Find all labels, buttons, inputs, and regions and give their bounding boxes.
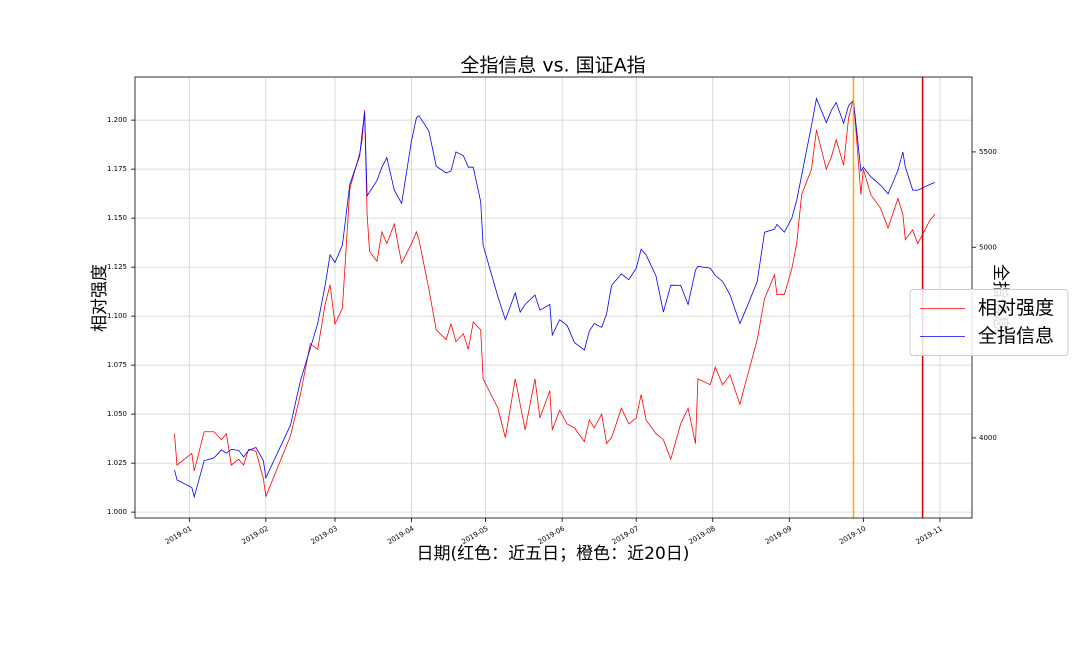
x-tick-label: 2019-07: [611, 525, 640, 547]
y-tick-label: 1.050: [107, 410, 127, 418]
legend-label: 相对强度: [978, 297, 1054, 319]
y-tick-label: 1.075: [107, 361, 127, 369]
x-tick-label: 2019-03: [310, 525, 339, 547]
chart-title: 全指信息 vs. 国证A指: [460, 55, 645, 77]
y-tick-label: 1.150: [107, 214, 127, 222]
y-tick-label: 1.175: [107, 165, 127, 173]
y-axis-label: 相对强度: [90, 264, 110, 332]
y-tick-label: 1.200: [107, 116, 127, 124]
x-tick-label: 2019-09: [764, 525, 793, 547]
line-series: [174, 98, 936, 498]
x-tick-label: 2019-06: [537, 524, 567, 546]
y2-tick-label: 5000: [979, 243, 997, 251]
y-tick-label: 1.000: [107, 508, 127, 516]
line-series: [174, 97, 936, 499]
x-tick-label: 2019-10: [838, 525, 867, 547]
y2-tick-label: 4000: [979, 434, 997, 442]
x-tick-label: 2019-04: [386, 524, 416, 546]
x-tick-label: 2019-11: [915, 525, 944, 547]
y2-tick-label: 5500: [979, 148, 997, 156]
y-tick-label: 1.100: [107, 312, 127, 320]
plot-frame: [134, 76, 973, 519]
legend-label: 全指信息: [978, 325, 1054, 347]
y-tick-label: 1.025: [107, 459, 127, 467]
x-tick-label: 2019-05: [460, 525, 489, 547]
x-tick-label: 2019-08: [687, 525, 716, 547]
y-tick-label: 1.125: [107, 263, 127, 271]
x-tick-label: 2019-01: [164, 525, 193, 547]
legend-box: [909, 289, 1069, 356]
x-axis-label: 日期(红色：近五日；橙色：近20日): [417, 544, 690, 564]
x-tick-label: 2019-02: [241, 525, 270, 547]
